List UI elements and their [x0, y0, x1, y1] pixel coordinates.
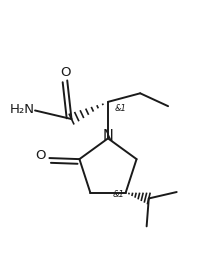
Text: O: O: [60, 66, 70, 79]
Text: &1: &1: [114, 104, 126, 113]
Text: H₂N: H₂N: [10, 103, 35, 116]
Text: N: N: [103, 129, 113, 144]
Text: O: O: [36, 149, 46, 163]
Text: &1: &1: [113, 190, 125, 199]
